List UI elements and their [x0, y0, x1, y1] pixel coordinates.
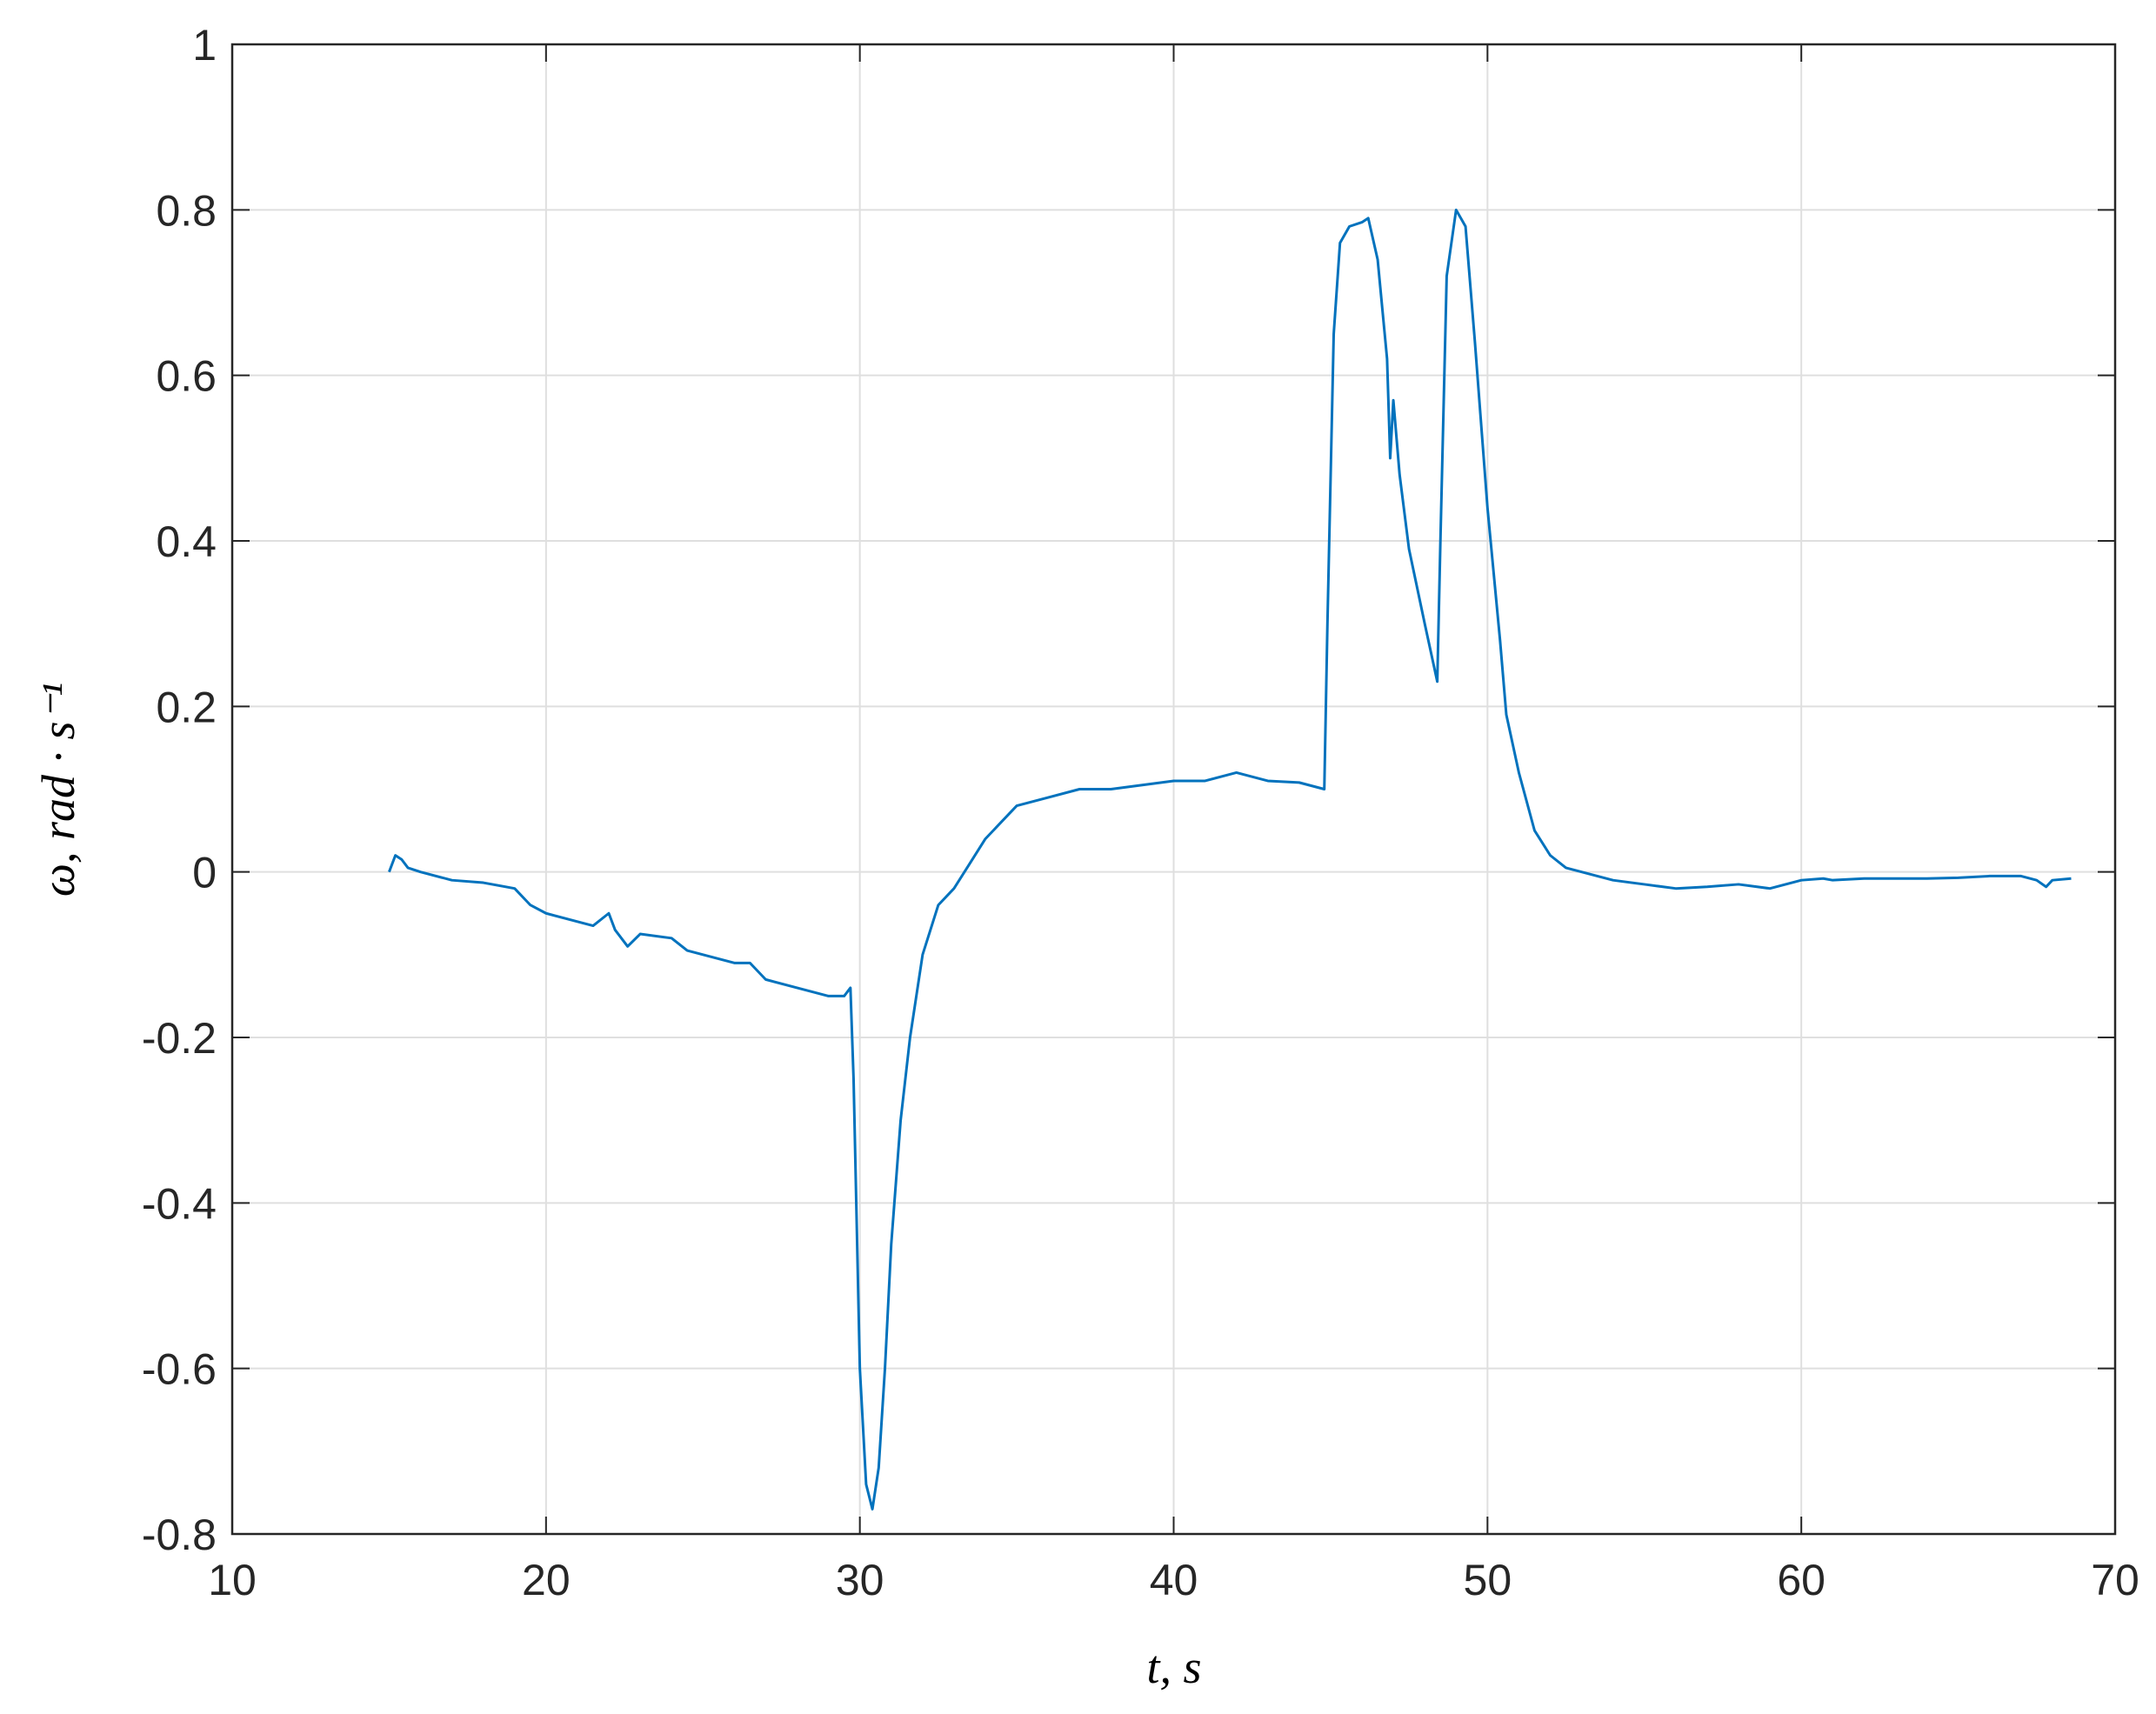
x-tick-label: 40: [1150, 1556, 1198, 1604]
x-tick-label: 50: [1464, 1556, 1512, 1604]
y-tick-label: 0.2: [156, 683, 217, 731]
y-tick-label: -0.2: [142, 1014, 217, 1063]
y-tick-label: 0.6: [156, 352, 217, 401]
x-tick-label: 10: [208, 1556, 257, 1604]
y-tick-label: 0: [192, 849, 217, 897]
y-tick-label: 1: [192, 21, 217, 70]
plot-frame: [230, 43, 2117, 1536]
y-tick-label: -0.6: [142, 1345, 217, 1394]
y-axis-label: ω, rad · s⁻¹: [32, 683, 84, 897]
y-tick-label: -0.8: [142, 1511, 217, 1559]
y-tick-label: 0.4: [156, 517, 217, 566]
y-tick-label: 0.8: [156, 186, 217, 235]
x-tick-label: 70: [2091, 1556, 2139, 1604]
x-tick-label: 20: [522, 1556, 571, 1604]
x-tick-label: 30: [836, 1556, 884, 1604]
data-line: [388, 208, 2072, 1511]
y-tick-label: -0.4: [142, 1179, 217, 1228]
x-axis-label: t, s: [1146, 1641, 1201, 1693]
x-tick-label: 60: [1777, 1556, 1826, 1604]
